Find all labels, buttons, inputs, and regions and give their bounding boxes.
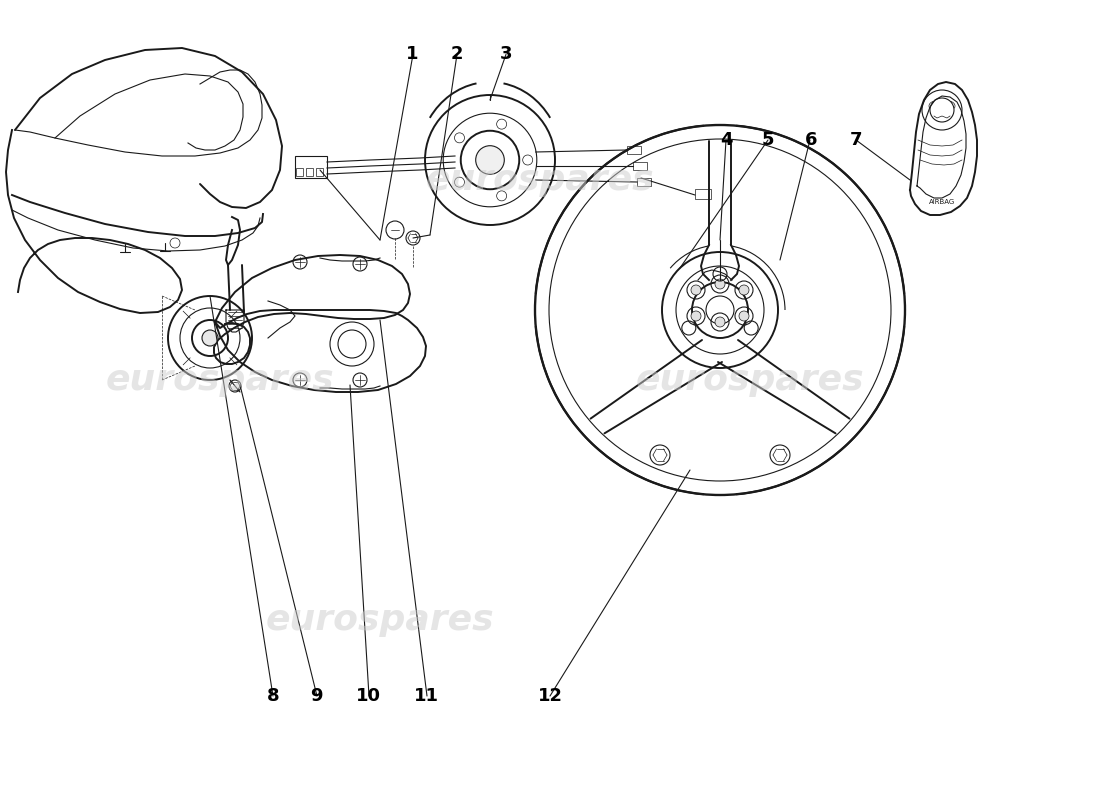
Text: 3: 3 [499,46,513,63]
Text: 2: 2 [450,46,463,63]
Text: 5: 5 [761,131,774,149]
Text: eurospares: eurospares [266,603,494,637]
Bar [695,189,711,199]
Text: 4: 4 [719,131,733,149]
Text: 11: 11 [415,687,439,705]
Text: eurospares: eurospares [426,163,654,197]
Circle shape [715,279,725,289]
Text: eurospares: eurospares [106,363,334,397]
Bar [296,168,303,176]
Bar [632,162,647,170]
Text: 12: 12 [538,687,562,705]
Text: 8: 8 [266,687,279,705]
Bar [637,178,651,186]
Text: 10: 10 [356,687,381,705]
Text: 7: 7 [849,131,862,149]
Bar [627,146,641,154]
Text: eurospares: eurospares [636,363,865,397]
Circle shape [691,285,701,295]
Text: 6: 6 [804,131,817,149]
Circle shape [715,317,725,327]
Circle shape [691,311,701,321]
Text: 1: 1 [406,46,419,63]
Circle shape [739,311,749,321]
Circle shape [739,285,749,295]
Circle shape [475,146,504,174]
Text: 9: 9 [310,687,323,705]
Circle shape [202,330,218,346]
Text: AIRBAG: AIRBAG [928,199,955,205]
Bar [295,156,327,178]
Bar [316,168,323,176]
Bar [306,168,313,176]
